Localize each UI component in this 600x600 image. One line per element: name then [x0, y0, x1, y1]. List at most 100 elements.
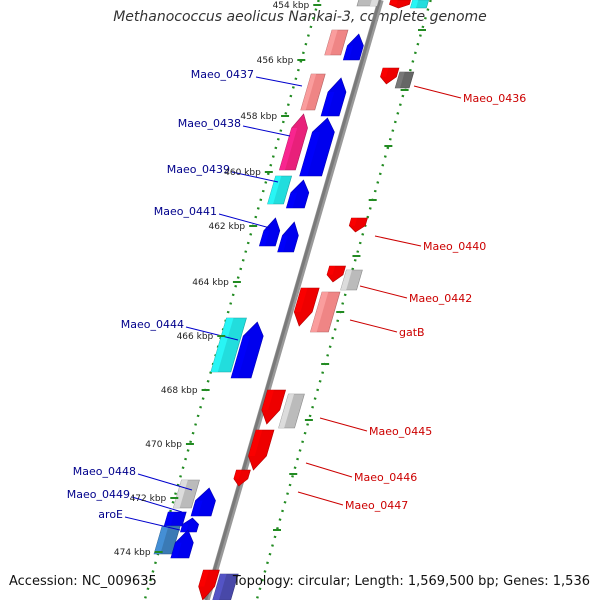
gene-maeo-0436-b-shine: [395, 72, 405, 88]
gene-aroe: [170, 529, 194, 559]
gene-maeo-0439-shine: [286, 192, 298, 208]
gene-aroe-steel: [153, 525, 181, 555]
gene-gatb-b: [310, 291, 341, 333]
gene-maeo-0440: [348, 217, 368, 233]
reverse-gene-label: Maeo_0442: [409, 292, 472, 305]
reverse-gene-label: Maeo_0447: [345, 499, 408, 512]
gene-salmon-top: [324, 29, 349, 56]
gene-maeo-0449-shine: [164, 512, 175, 526]
reverse-gene-label: gatB: [399, 326, 425, 339]
gene-maeo-0449-b-shine: [180, 524, 189, 532]
gene-maeo-0446: [248, 429, 275, 471]
gene-features: [153, 0, 430, 600]
gene-maeo-0442-b: [340, 269, 363, 291]
gene-maeo-0448-shine: [173, 480, 188, 508]
gene-navy-bottom-shine: [212, 574, 227, 600]
kbp-tick-label: 472 kbp: [130, 494, 167, 504]
gene-maeo-0449-b: [180, 517, 199, 533]
gene-maeo-0448: [172, 479, 200, 509]
gene-maeo-0441-b: [277, 221, 299, 253]
gene-maeo-0445-shine: [261, 390, 274, 410]
backbone-line: [204, 0, 382, 600]
reverse-label-leader: [297, 491, 344, 506]
gene-maeo-0438-pink-shine: [279, 128, 298, 170]
gene-maeo-0440-shine: [349, 218, 358, 226]
kbp-tick-label: 454 kbp: [273, 1, 310, 11]
gene-maeo-0441-shine: [259, 230, 270, 246]
forward-gene-label: Maeo_0438: [178, 117, 241, 130]
reverse-label-leader: [359, 285, 408, 299]
reverse-gene-label: Maeo_0440: [423, 240, 486, 253]
accession-label: Accession: NC_009635: [9, 574, 157, 589]
kbp-tick-label: 468 kbp: [161, 386, 198, 396]
gene-maeo-0441-b-shine: [277, 235, 289, 252]
gene-maeo-0439-cyan: [267, 175, 293, 205]
forward-gene-label: Maeo_0437: [191, 68, 254, 81]
forward-label-leader: [137, 473, 193, 491]
gene-red-bottom: [198, 569, 220, 600]
reverse-label-leader: [374, 235, 422, 247]
gene-maeo-0437-shine: [321, 92, 335, 116]
gene-maeo-0441: [258, 217, 281, 247]
genome-summary: Topology: circular; Length: 1,569,500 bp…: [232, 574, 590, 589]
gene-maeo-0448-b-shine: [191, 500, 203, 516]
gene-maeo-0448-b: [190, 487, 216, 517]
forward-label-leader: [124, 516, 181, 531]
gene-red-bottom-shine: [198, 570, 209, 587]
gene-maeo-0445-b: [278, 393, 305, 429]
reverse-label-leader: [305, 462, 353, 478]
forward-label-leader: [185, 326, 239, 341]
gene-gray-top-shine: [369, 0, 379, 6]
gene-red-top-shine: [389, 0, 398, 5]
reverse-label-leader: [349, 319, 398, 333]
forward-label-leader: [255, 76, 303, 87]
gene-maeo-0438: [299, 117, 335, 177]
gene-blue-top: [342, 33, 364, 61]
gene-cyan-top-shine: [410, 0, 419, 8]
kbp-tick-label: 464 kbp: [192, 278, 229, 288]
gene-maeo-0449: [163, 511, 187, 527]
track-lines: [143, 0, 432, 600]
forward-gene-label: Maeo_0444: [121, 318, 184, 331]
forward-gene-label: Maeo_0439: [167, 163, 230, 176]
kbp-tick-label: 470 kbp: [145, 440, 182, 450]
reverse-label-leader: [319, 417, 368, 432]
gene-maeo-0437-salmon: [300, 73, 326, 111]
gene-maeo-0444-cyan: [210, 317, 247, 373]
forward-gene-label: aroE: [98, 508, 123, 521]
reverse-label-leader: [413, 85, 462, 99]
gene-maeo-0442-b-shine: [340, 270, 352, 290]
forward-label-leader: [242, 125, 291, 137]
gene-gatb-shine: [294, 288, 308, 312]
gene-aroe-shine: [170, 542, 182, 558]
kbp-tick-label: 458 kbp: [240, 112, 277, 122]
forward-gene-label: Maeo_0449: [67, 488, 130, 501]
gene-maeo-0439-cyan-shine: [267, 176, 282, 204]
gene-cyan-top: [409, 0, 430, 9]
gene-maeo-0436-shine: [380, 68, 389, 77]
gene-maeo-0439: [285, 179, 310, 209]
gene-labels: Maeo_0437 Maeo_0438 Maeo_0439 Maeo_0441 Maeo…: [67, 68, 526, 521]
gene-red-top: [389, 0, 412, 9]
kbp-ticks: 454 kbp 456 kbp 458 kbp 460 kbp 462 kbp 464 k…: [114, 1, 426, 558]
kbp-tick-label: 474 kbp: [114, 548, 151, 558]
reverse-gene-label: Maeo_0446: [354, 471, 417, 484]
reverse-gene-label: Maeo_0445: [369, 425, 432, 438]
gene-maeo-0442: [326, 265, 346, 283]
forward-label-leader: [218, 213, 271, 229]
gene-maeo-0444: [230, 321, 264, 379]
gene-maeo-0437-salmon-shine: [300, 74, 317, 110]
gene-gatb-b-shine: [310, 292, 329, 332]
kbp-tick-label: 466 kbp: [177, 332, 214, 342]
genome-title: Methanococcus aeolicus Nankai-3, complet…: [113, 9, 487, 25]
gene-gray-top: [356, 0, 380, 7]
forward-gene-label: Maeo_0448: [73, 465, 136, 478]
kbp-tick-label: 456 kbp: [257, 56, 294, 66]
gene-maeo-0444-cyan-shine: [210, 318, 234, 372]
forward-label-leader: [231, 171, 279, 183]
gene-maeo-0447-shine: [233, 470, 242, 479]
kbp-tick-label: 460 kbp: [224, 168, 261, 178]
gene-aroe-steel-shine: [154, 526, 169, 554]
gene-maeo-0447: [233, 469, 251, 487]
